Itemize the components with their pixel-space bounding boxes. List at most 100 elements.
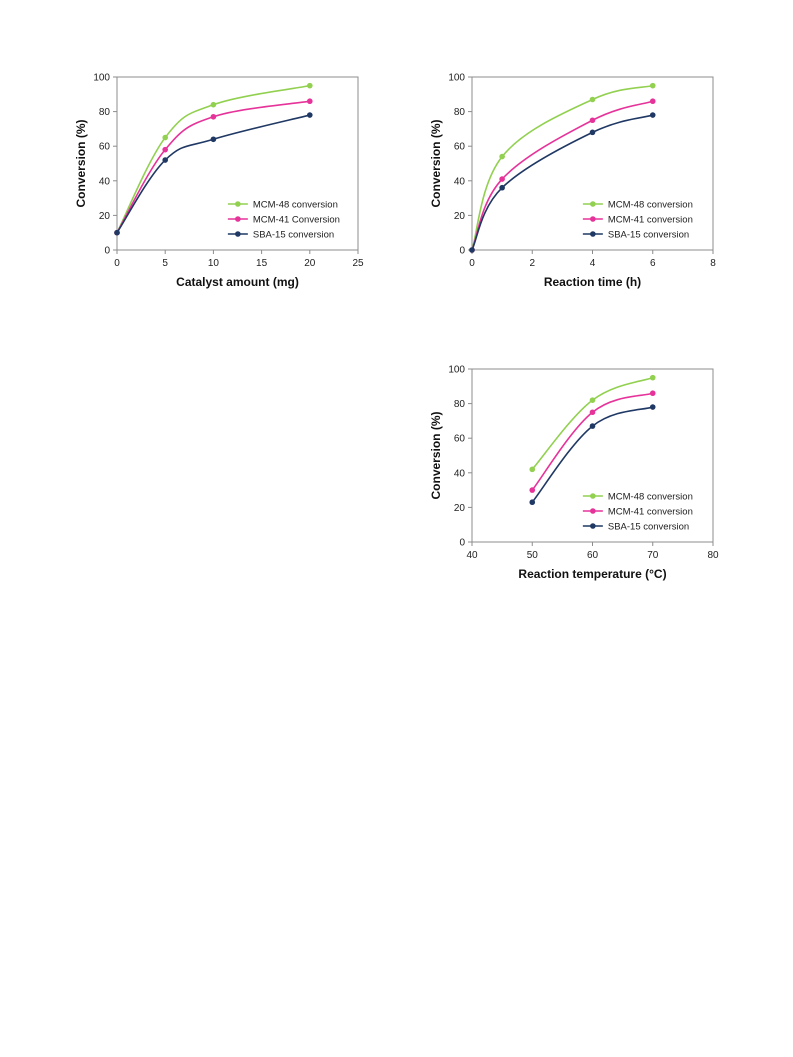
y-axis-label: Conversion (%): [429, 119, 443, 207]
data-point: [649, 374, 656, 381]
reaction-temperature-chart: 0 20 40 60 80 100 40 50 60 70 80 Reaction temperatu…: [425, 362, 725, 587]
y-tick-label: 100: [448, 365, 465, 376]
legend-marker: [235, 201, 241, 207]
x-tick-label: 60: [587, 550, 599, 561]
legend-label: MCM-41 Conversion: [253, 215, 340, 226]
data-point: [589, 129, 596, 136]
data-point: [210, 136, 217, 143]
x-tick-label: 20: [304, 258, 316, 269]
legend-label: MCM-41 conversion: [608, 507, 693, 518]
x-tick-label: 6: [650, 258, 656, 269]
legend-label: SBA-15 conversion: [608, 522, 689, 533]
data-point: [649, 404, 656, 410]
legend-label: MCM-48 conversion: [608, 492, 693, 503]
x-tick-label: 40: [466, 550, 478, 561]
y-tick-label: 80: [99, 107, 111, 118]
series-line: [471, 114, 653, 251]
data-point: [649, 82, 656, 89]
data-point: [589, 117, 596, 124]
y-axis-label: Conversion (%): [429, 411, 443, 499]
x-tick-label: 8: [710, 258, 716, 269]
y-tick-label: 20: [454, 503, 466, 514]
data-point: [162, 146, 168, 153]
series-line: [471, 84, 653, 251]
legend-label: MCM-48 conversion: [608, 200, 693, 211]
catalyst-amount-chart: 0 20 40 60 80 100 0 5 10 15 20 25 Catalyst amount (m…: [70, 70, 370, 295]
data-point: [589, 423, 596, 429]
data-point: [649, 112, 656, 118]
legend-marker: [235, 231, 241, 237]
series-line: [116, 84, 310, 234]
reaction-time-chart: 0 20 40 60 80 100 0 2 4 6 8 Reaction time (h) Conver…: [425, 70, 725, 295]
x-axis-label: Reaction time (h): [544, 275, 641, 289]
y-tick-label: 60: [99, 142, 111, 153]
legend-label: MCM-48 conversion: [253, 200, 338, 211]
data-point: [469, 247, 475, 253]
y-tick-label: 100: [448, 73, 465, 84]
data-point: [529, 487, 536, 493]
data-point: [307, 112, 313, 118]
series-line: [116, 114, 310, 234]
data-point: [499, 176, 505, 182]
data-point: [499, 184, 505, 191]
legend-marker: [590, 493, 596, 499]
y-tick-label: 40: [454, 468, 466, 479]
data-point: [529, 466, 536, 473]
legend-marker: [590, 231, 596, 237]
y-tick-label: 20: [454, 211, 466, 222]
series-line: [471, 100, 653, 251]
data-point: [649, 390, 656, 397]
series-line: [531, 406, 653, 503]
y-tick-label: 100: [93, 73, 110, 84]
data-point: [589, 409, 596, 416]
legend-label: SBA-15 conversion: [608, 230, 689, 241]
legend-label: SBA-15 conversion: [253, 230, 334, 241]
legend-label: MCM-41 conversion: [608, 215, 693, 226]
x-tick-label: 10: [208, 258, 220, 269]
data-point: [589, 397, 596, 403]
x-tick-label: 2: [529, 258, 535, 269]
x-tick-label: 15: [256, 258, 268, 269]
data-point: [210, 101, 217, 108]
data-point: [210, 113, 217, 120]
y-axis-label: Conversion (%): [74, 119, 88, 207]
legend-marker: [235, 216, 241, 222]
data-point: [649, 98, 656, 105]
x-axis-label: Catalyst amount (mg): [176, 275, 299, 289]
data-point: [307, 98, 313, 105]
y-tick-label: 40: [99, 176, 111, 187]
x-axis-label: Reaction temperature (°C): [518, 567, 666, 581]
chart-svg: 0 20 40 60 80 100 40 50 60 70 80 Reaction temperatu…: [429, 365, 719, 582]
x-tick-label: 25: [352, 258, 364, 269]
legend-marker: [590, 201, 596, 207]
data-point: [307, 82, 313, 89]
y-tick-label: 20: [99, 211, 111, 222]
chart-svg: 0 20 40 60 80 100 0 5 10 15 20 25 Catalyst amount (m…: [74, 73, 364, 290]
data-point: [589, 96, 596, 103]
data-point: [162, 157, 168, 163]
x-tick-label: 50: [527, 550, 539, 561]
plot-area: [116, 76, 359, 251]
data-point: [114, 229, 120, 236]
y-tick-label: 80: [454, 107, 466, 118]
x-tick-label: 0: [114, 258, 120, 269]
chart-svg: 0 20 40 60 80 100 0 2 4 6 8 Reaction time (h) Conver…: [429, 73, 716, 290]
x-tick-label: 80: [707, 550, 719, 561]
x-tick-label: 5: [162, 258, 168, 269]
x-tick-label: 0: [469, 258, 475, 269]
y-tick-label: 40: [454, 176, 466, 187]
legend-marker: [590, 523, 596, 529]
data-point: [529, 499, 536, 506]
y-tick-label: 60: [454, 434, 466, 445]
data-point: [162, 134, 168, 141]
series-line: [116, 100, 310, 234]
x-tick-label: 4: [590, 258, 596, 269]
legend-marker: [590, 216, 596, 222]
data-point: [499, 153, 505, 160]
y-tick-label: 0: [459, 246, 465, 257]
y-tick-label: 0: [459, 538, 465, 549]
y-tick-label: 80: [454, 399, 466, 410]
x-tick-label: 70: [647, 550, 659, 561]
legend-marker: [590, 508, 596, 514]
y-tick-label: 60: [454, 142, 466, 153]
